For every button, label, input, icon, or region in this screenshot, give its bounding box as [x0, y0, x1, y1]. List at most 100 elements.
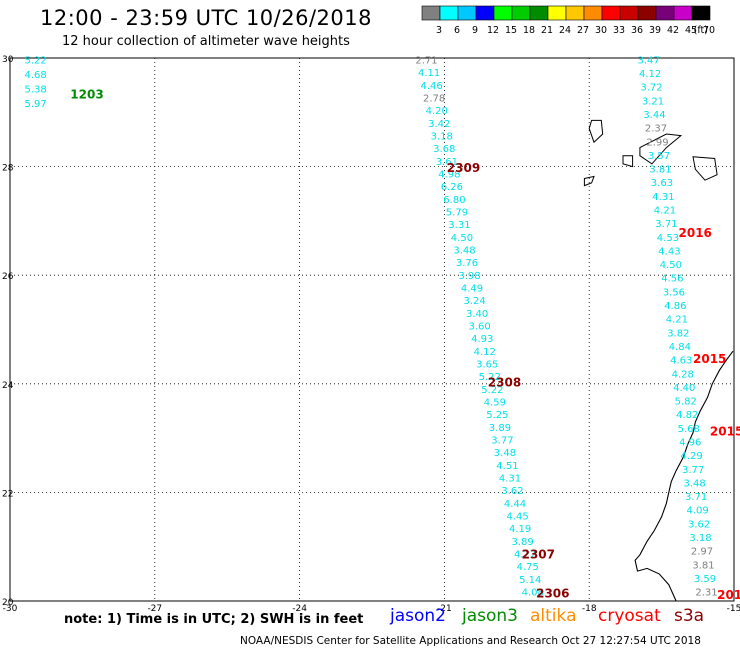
color-legend: 3 6 9 12 15 18 21 24 27 30 33 36 39 42 45 70(ft)	[421, 5, 715, 36]
legend-label-27: 27	[577, 25, 589, 36]
wave-height-value: 4.75	[517, 562, 539, 573]
wave-height-value: 2.37	[645, 124, 667, 135]
wave-height-value: 4.27	[514, 550, 536, 561]
wave-height-value: 6.80	[443, 195, 465, 206]
pass-time-label: 2015	[710, 424, 740, 438]
wave-height-value: 3.56	[663, 287, 685, 298]
wave-height-value: 4.98	[438, 170, 460, 181]
wave-height-value: 4.68	[25, 70, 47, 81]
legend-label-18: 18	[523, 25, 535, 36]
wave-height-value: 4.44	[504, 499, 526, 510]
wave-height-value: 4.51	[496, 461, 518, 472]
wave-height-value: 4.56	[661, 274, 683, 285]
legend-swatch-70	[691, 5, 711, 21]
lat-tick-label: 26	[2, 272, 14, 282]
wave-height-value: 4.49	[461, 284, 483, 295]
legend-label-24: 24	[559, 25, 571, 36]
wave-height-value: 4.50	[660, 260, 682, 271]
map-frame	[9, 57, 735, 602]
wave-height-value: 4.19	[509, 524, 531, 535]
wave-height-value: 3.60	[469, 322, 491, 333]
wave-height-value: 3.81	[692, 560, 714, 571]
wave-height-value: 3.62	[501, 486, 523, 497]
pass-time-label: 2306	[536, 587, 569, 601]
wave-height-value: 4.08	[522, 588, 544, 599]
pass-time-label: 2308	[488, 376, 521, 390]
legend-label-15: 15	[505, 25, 517, 36]
pass-time-label: 2307	[522, 548, 555, 562]
wave-height-value: 4.12	[639, 69, 661, 80]
wave-height-value: 3.42	[428, 119, 450, 130]
wave-height-value: 3.40	[466, 309, 488, 320]
page-subtitle: 12 hour collection of altimeter wave hei…	[62, 34, 350, 49]
wave-height-value: 4.31	[652, 192, 674, 203]
lat-tick-label: 22	[2, 489, 13, 499]
footnote: note: 1) Time is in UTC; 2) SWH is in fe…	[64, 612, 364, 627]
wave-height-value: 2.99	[646, 137, 668, 148]
lon-tick-label: -15	[727, 604, 740, 614]
satellite-jason3-label: jason3	[462, 606, 518, 626]
wave-height-value: 4.63	[670, 356, 692, 367]
wave-height-value: 5.68	[678, 424, 700, 435]
wave-height-value: 4.43	[658, 247, 680, 258]
legend-label-70: 70	[703, 25, 715, 36]
wave-height-value: 3.77	[682, 465, 704, 476]
wave-height-value: 4.96	[679, 438, 701, 449]
wave-height-value: 4.21	[654, 206, 676, 217]
wave-height-value: 3.48	[494, 448, 516, 459]
island-outline	[588, 119, 604, 144]
wave-height-value: 5.82	[675, 397, 697, 408]
wave-height-value: 3.77	[491, 436, 513, 447]
wave-height-value: 4.84	[669, 342, 691, 353]
wave-height-value: 3.82	[667, 328, 689, 339]
wave-height-value: 3.61	[436, 157, 458, 168]
legend-label-36: 36	[631, 25, 643, 36]
wave-height-value: 3.76	[456, 258, 478, 269]
pass-time-label: 2015	[693, 352, 726, 366]
wave-height-value: 3.18	[431, 132, 453, 143]
wave-height-value: 5.22	[25, 55, 47, 66]
island-outline	[639, 133, 683, 165]
wave-height-value: 3.48	[684, 478, 706, 489]
wave-height-value: 3.68	[433, 144, 455, 155]
wave-height-value: 3.21	[642, 96, 664, 107]
page-title: 12:00 - 23:59 UTC 10/26/2018	[40, 6, 372, 30]
legend-label-21: 21	[541, 25, 553, 36]
coastline	[634, 350, 734, 602]
wave-height-value: 3.47	[638, 55, 660, 66]
wave-height-value: 2.78	[423, 93, 445, 104]
credit-line: NOAA/NESDIS Center for Satellite Applica…	[240, 635, 701, 647]
lon-tick-label: -24	[292, 604, 307, 614]
legend-label-30: 30	[595, 25, 607, 36]
wave-height-value: 5.22	[479, 372, 501, 383]
wave-height-value: 5.97	[25, 99, 47, 110]
wave-height-value: 3.89	[512, 537, 534, 548]
wave-height-value: 3.89	[489, 423, 511, 434]
legend-label-33: 33	[613, 25, 625, 36]
wave-height-value: 4.28	[672, 369, 694, 380]
wave-height-value: 5.22	[481, 385, 503, 396]
lat-tick-label: 20	[2, 598, 14, 608]
wave-height-value: 3.63	[651, 178, 673, 189]
island-outline	[583, 175, 595, 187]
wave-height-value: 5.25	[486, 410, 508, 421]
wave-height-value: 2.97	[691, 547, 713, 558]
legend-label-6: 6	[454, 25, 460, 36]
wave-height-value: 3.57	[648, 151, 670, 162]
wave-height-value: 4.12	[474, 347, 496, 358]
satellite-altika-label: altika	[530, 606, 577, 626]
lon-tick-label: -18	[582, 604, 597, 614]
wave-height-value: 4.45	[507, 512, 529, 523]
legend-label-42: 42	[667, 25, 679, 36]
lat-tick-label: 28	[2, 164, 14, 174]
lon-tick-label: -27	[147, 604, 162, 614]
pass-time-label: 2309	[447, 161, 480, 175]
legend-label-9: 9	[472, 25, 478, 36]
wave-height-value: 4.31	[499, 474, 521, 485]
satellite-s3a-label: s3a	[674, 606, 705, 626]
wave-height-value: 4.82	[676, 410, 698, 421]
wave-height-value: 4.86	[664, 301, 686, 312]
pass-time-label: 1203	[70, 88, 103, 102]
legend-label-12: 12	[487, 25, 499, 36]
